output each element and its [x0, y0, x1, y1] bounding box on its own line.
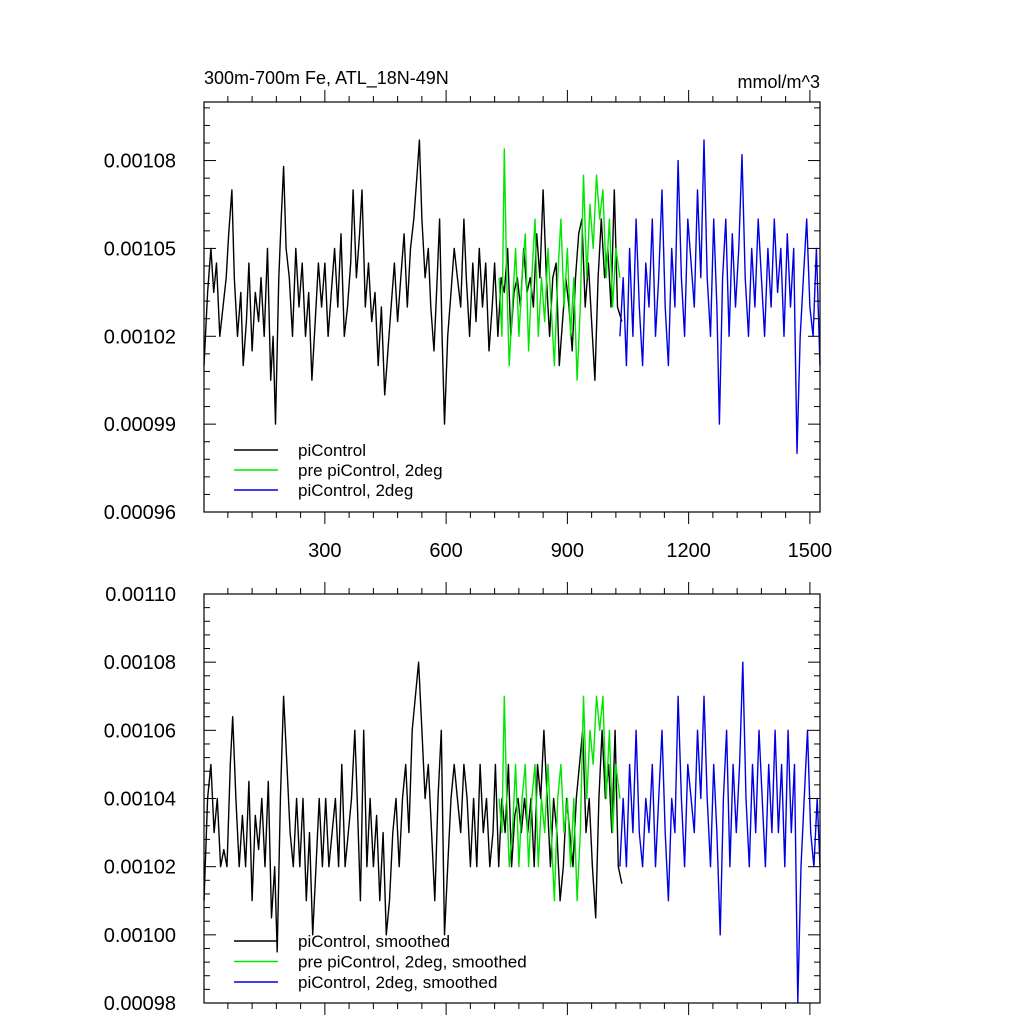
y-tick-label: 0.00108 [104, 151, 176, 173]
y-tick-label: 0.00102 [104, 326, 176, 348]
legend-label: piControl, 2deg [298, 481, 413, 500]
x-tick-label: 1500 [788, 540, 833, 562]
y-tick-label: 0.00105 [104, 238, 176, 260]
series-line-picontrol [203, 139, 623, 425]
top-panel: 300 600 900 1200 1500 0.00096 0.00099 0.00102 0.… [104, 90, 832, 562]
bottom-panel: 0.00098 0.00100 0.00102 0.00104 0.00106 0.001… [104, 582, 821, 1015]
legend-label: piControl [298, 441, 366, 460]
y-tick-label: 0.00110 [105, 584, 176, 606]
y-tick-label: 0.00096 [104, 502, 176, 524]
x-tick-label: 900 [551, 540, 584, 562]
series-line-picontrol-2deg-smoothed [619, 661, 821, 1004]
legend-label: pre piControl, 2deg [298, 461, 443, 480]
legend-label: piControl, 2deg, smoothed [298, 973, 497, 992]
x-tick-label: 1200 [666, 540, 711, 562]
y-tick-label: 0.00104 [104, 789, 176, 811]
y-tick-label: 0.00099 [104, 414, 176, 436]
x-tick-label: 300 [308, 540, 341, 562]
plot-frame [203, 101, 821, 513]
y-tick-label: 0.00108 [104, 652, 176, 674]
chart-title: 300m-700m Fe, ATL_18N-49N [204, 68, 449, 89]
y-tick-label: 0.00106 [104, 720, 176, 742]
y-tick-label: 0.00102 [104, 857, 176, 879]
series-line-picontrol-smoothed [203, 661, 623, 953]
legend-label: piControl, smoothed [298, 932, 450, 951]
y-tick-label: 0.00098 [104, 993, 176, 1015]
x-tick-label: 600 [429, 540, 462, 562]
units-label: mmol/m^3 [738, 72, 820, 92]
series-line-pre-picontrol-2deg-smoothed [498, 695, 621, 902]
series-line-picontrol-2deg [619, 139, 821, 455]
series-line-pre-picontrol-2deg [498, 148, 621, 381]
y-tick-label: 0.00100 [104, 925, 176, 947]
legend-label: pre piControl, 2deg, smoothed [298, 953, 527, 972]
